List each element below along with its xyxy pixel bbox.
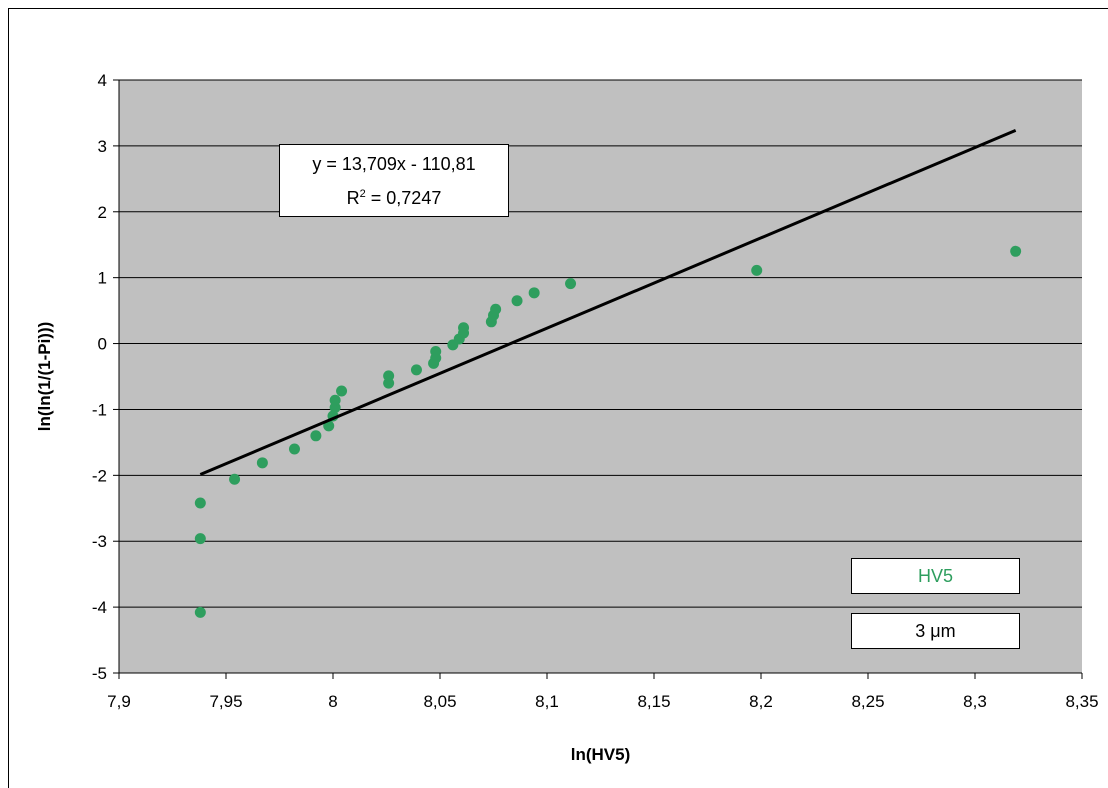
y-tick-label: 3 — [98, 137, 107, 156]
data-point — [229, 473, 241, 485]
x-tick-label: 8 — [328, 692, 337, 711]
data-point — [194, 533, 206, 545]
data-point — [410, 364, 422, 376]
data-point — [565, 278, 577, 290]
data-point — [751, 264, 763, 276]
x-tick-label: 8,15 — [637, 692, 670, 711]
data-point — [430, 345, 442, 357]
y-tick-label: -5 — [92, 664, 107, 683]
x-tick-label: 8,05 — [423, 692, 456, 711]
data-point — [288, 443, 300, 455]
data-point — [323, 420, 335, 432]
y-tick-label: -3 — [92, 532, 107, 551]
y-axis-title: ln(ln(1/(1-Pi))) — [35, 322, 54, 432]
y-tick-label: -1 — [92, 400, 107, 419]
y-tick-label: 4 — [98, 71, 107, 90]
x-tick-label: 8,2 — [749, 692, 773, 711]
x-tick-label: 7,9 — [107, 692, 131, 711]
legend-size-label: 3 μm — [851, 613, 1020, 649]
axes — [113, 79, 1083, 679]
x-tick-label: 7,95 — [209, 692, 242, 711]
data-point — [528, 287, 540, 299]
x-tick-label: 8,25 — [851, 692, 884, 711]
y-tick-label: 2 — [98, 203, 107, 222]
x-axis-title: ln(HV5) — [571, 745, 631, 764]
trendline — [199, 129, 1017, 476]
data-point — [458, 322, 470, 334]
data-point — [256, 457, 268, 469]
y-tick-labels: 4 3 2 1 0 -1 -2 -3 -4 -5 — [92, 71, 107, 683]
y-tick-label: -2 — [92, 466, 107, 485]
trendline-equation: y = 13,709x - 110,81 — [312, 154, 476, 174]
x-tick-label: 8,3 — [963, 692, 987, 711]
y-tick-label: 0 — [98, 335, 107, 354]
trendline-equation-box: y = 13,709x - 110,81 R2 = 0,7247 — [279, 144, 509, 217]
data-point — [1010, 245, 1022, 257]
data-point — [336, 385, 348, 397]
x-tick-labels: 7,9 7,95 8 8,05 8,1 8,15 8,2 8,25 8,3 8,35 — [107, 692, 1098, 711]
data-point — [194, 606, 206, 618]
y-tick-label: -4 — [92, 598, 107, 617]
x-tick-label: 8,1 — [535, 692, 559, 711]
data-point — [490, 303, 502, 315]
chart-frame — [8, 8, 1108, 788]
data-point — [310, 430, 322, 442]
r-squared: R2 = 0,7247 — [346, 188, 442, 208]
legend-series-label: HV5 — [851, 558, 1020, 594]
data-point — [329, 394, 341, 406]
data-point — [194, 497, 206, 509]
x-tick-label: 8,35 — [1065, 692, 1098, 711]
y-tick-label: 1 — [98, 269, 107, 288]
data-point — [511, 295, 523, 307]
data-point — [383, 370, 395, 382]
